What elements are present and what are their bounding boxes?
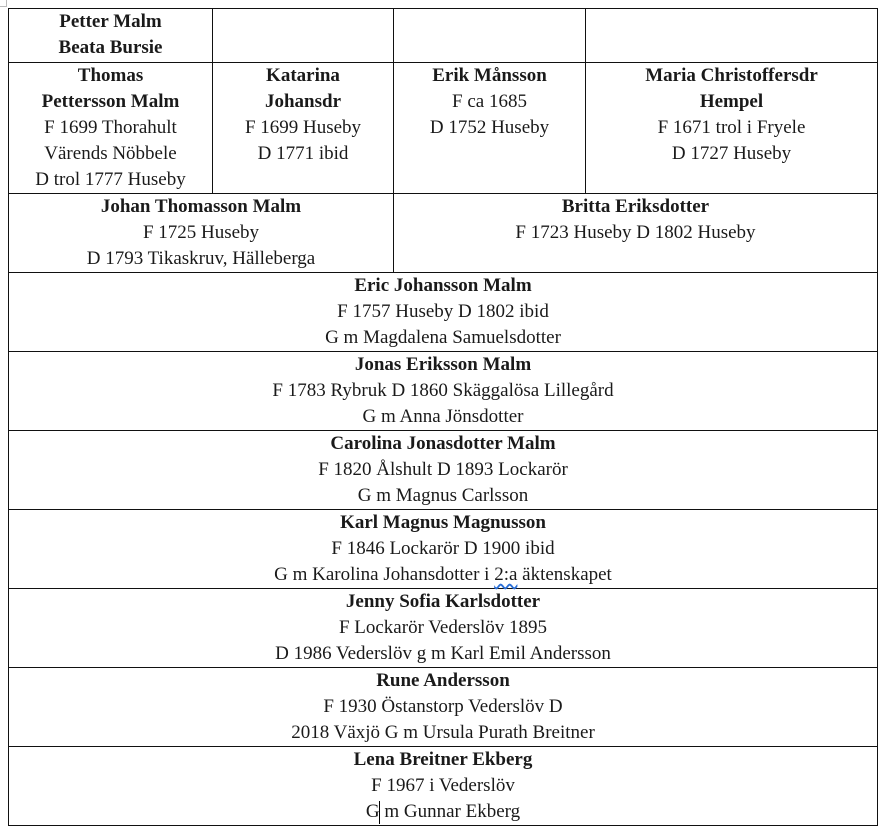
person-name: Rune Andersson xyxy=(376,670,510,691)
person-detail: F 1699 Huseby xyxy=(244,117,362,138)
person-detail: D 1727 Huseby xyxy=(671,143,792,164)
table-row: Karl Magnus Magnusson F 1846 Lockarör D … xyxy=(8,509,878,589)
cell-johan[interactable]: Johan Thomasson Malm F 1725 Huseby D 179… xyxy=(8,193,394,273)
person-name: Erik Månsson xyxy=(432,65,547,86)
spouse-text: äktenskapet xyxy=(517,564,612,585)
table-row: Jonas Eriksson Malm F 1783 Rybruk D 1860… xyxy=(8,351,878,431)
table-row: Lena Breitner Ekberg F 1967 i Vederslöv … xyxy=(8,746,878,826)
person-detail: D trol 1777 Huseby xyxy=(35,169,186,190)
person-name: Lena Breitner Ekberg xyxy=(353,749,533,770)
person-detail: F 1783 Rybruk D 1860 Skäggalösa Lillegår… xyxy=(272,380,614,401)
person-name: Britta Eriksdotter xyxy=(561,196,710,217)
person-detail: G m Magdalena Samuelsdotter xyxy=(325,327,561,348)
person-detail: F 1723 Huseby D 1802 Huseby xyxy=(515,222,756,243)
cell-erik[interactable]: Erik Månsson F ca 1685 D 1752 Huseby xyxy=(393,62,586,194)
table-row: Johan Thomasson Malm F 1725 Huseby D 179… xyxy=(8,193,878,273)
person-detail: 2018 Växjö G m Ursula Purath Breitner xyxy=(291,722,595,743)
person-detail: G m Gunnar Ekberg xyxy=(365,801,521,822)
cell-thomas[interactable]: Thomas Pettersson Malm F 1699 Thorahult … xyxy=(8,62,213,194)
cell-jenny[interactable]: Jenny Sofia Karlsdotter F Lockarör Veder… xyxy=(8,588,878,668)
person-name: Eric Johansson Malm xyxy=(354,275,532,296)
person-name: Johansdr xyxy=(264,91,342,112)
table-row: Petter Malm Beata Bursie xyxy=(8,8,878,63)
person-name: Beata Bursie xyxy=(58,37,163,58)
person-detail: F Lockarör Vederslöv 1895 xyxy=(338,617,548,638)
person-name: Pettersson Malm xyxy=(41,91,180,112)
caret-line: G m Gunnar Ekberg xyxy=(366,799,520,825)
person-name: Maria Christoffersdr xyxy=(645,65,818,86)
cell-carolina[interactable]: Carolina Jonasdotter Malm F 1820 Ålshult… xyxy=(8,430,878,510)
cell-eric[interactable]: Eric Johansson Malm F 1757 Huseby D 1802… xyxy=(8,272,878,352)
person-detail: Värends Nöbbele xyxy=(44,143,177,164)
person-detail: F 1757 Huseby D 1802 ibid xyxy=(337,301,549,322)
person-detail: F 1699 Thorahult xyxy=(44,117,177,138)
person-detail: D 1793 Tikaskruv, Hälleberga xyxy=(86,248,316,269)
table-row: Rune Andersson F 1930 Östanstorp Vedersl… xyxy=(8,667,878,747)
cell-lena[interactable]: Lena Breitner Ekberg F 1967 i Vederslöv … xyxy=(8,746,878,826)
person-name: Johan Thomasson Malm xyxy=(100,196,302,217)
spouse-text: G m Karolina Johansdotter i xyxy=(274,564,495,585)
person-detail: F ca 1685 xyxy=(452,91,527,112)
cell-rune[interactable]: Rune Andersson F 1930 Östanstorp Vedersl… xyxy=(8,667,878,747)
person-detail: F 1846 Lockarör D 1900 ibid xyxy=(331,538,555,559)
person-detail: F 1671 trol i Fryele xyxy=(657,117,806,138)
cell-jonas[interactable]: Jonas Eriksson Malm F 1783 Rybruk D 1860… xyxy=(8,351,878,431)
empty-cell[interactable] xyxy=(585,8,878,63)
cell-karl-magnus[interactable]: Karl Magnus Magnusson F 1846 Lockarör D … xyxy=(8,509,878,589)
person-detail: G m Anna Jönsdotter xyxy=(362,406,524,427)
table-row: Eric Johansson Malm F 1757 Huseby D 1802… xyxy=(8,272,878,352)
cell-britta[interactable]: Britta Eriksdotter F 1723 Huseby D 1802 … xyxy=(393,193,878,273)
cell-katarina[interactable]: Katarina Johansdr F 1699 Huseby D 1771 i… xyxy=(212,62,394,194)
table-row: Carolina Jonasdotter Malm F 1820 Ålshult… xyxy=(8,430,878,510)
person-detail: G m Karolina Johansdotter i 2:a äktenska… xyxy=(11,562,875,588)
person-name: Hempel xyxy=(699,91,764,112)
text-cursor xyxy=(378,801,381,824)
empty-cell[interactable] xyxy=(212,8,394,63)
empty-cell[interactable] xyxy=(393,8,586,63)
person-detail: F 1930 Östanstorp Vederslöv D xyxy=(323,696,563,717)
person-detail: F 1820 Ålshult D 1893 Lockarör xyxy=(318,459,568,480)
cell-maria[interactable]: Maria Christoffersdr Hempel F 1671 trol … xyxy=(585,62,878,194)
family-tree-table: Petter Malm Beata Bursie Thomas Petterss… xyxy=(8,8,878,826)
person-detail: D 1752 Huseby xyxy=(429,117,550,138)
text-boundary-mark xyxy=(0,0,7,7)
cell-petter-beata[interactable]: Petter Malm Beata Bursie xyxy=(8,8,213,63)
spelling-flag[interactable]: 2:a xyxy=(494,564,518,585)
person-name: Karl Magnus Magnusson xyxy=(340,512,546,533)
person-name: Jonas Eriksson Malm xyxy=(354,354,532,375)
person-detail: D 1986 Vederslöv g m Karl Emil Andersson xyxy=(275,643,611,664)
person-detail: F 1967 i Vederslöv xyxy=(371,775,515,796)
table-row: Thomas Pettersson Malm F 1699 Thorahult … xyxy=(8,62,878,194)
person-name: Petter Malm xyxy=(59,11,162,32)
table-row: Jenny Sofia Karlsdotter F Lockarör Veder… xyxy=(8,588,878,668)
person-detail: F 1725 Huseby xyxy=(142,222,260,243)
person-detail: D 1771 ibid xyxy=(257,143,349,164)
person-name: Thomas xyxy=(77,65,144,86)
person-name: Katarina xyxy=(266,65,340,86)
person-name: Jenny Sofia Karlsdotter xyxy=(345,591,541,612)
person-detail: G m Magnus Carlsson xyxy=(357,485,529,506)
person-name: Carolina Jonasdotter Malm xyxy=(330,433,556,454)
